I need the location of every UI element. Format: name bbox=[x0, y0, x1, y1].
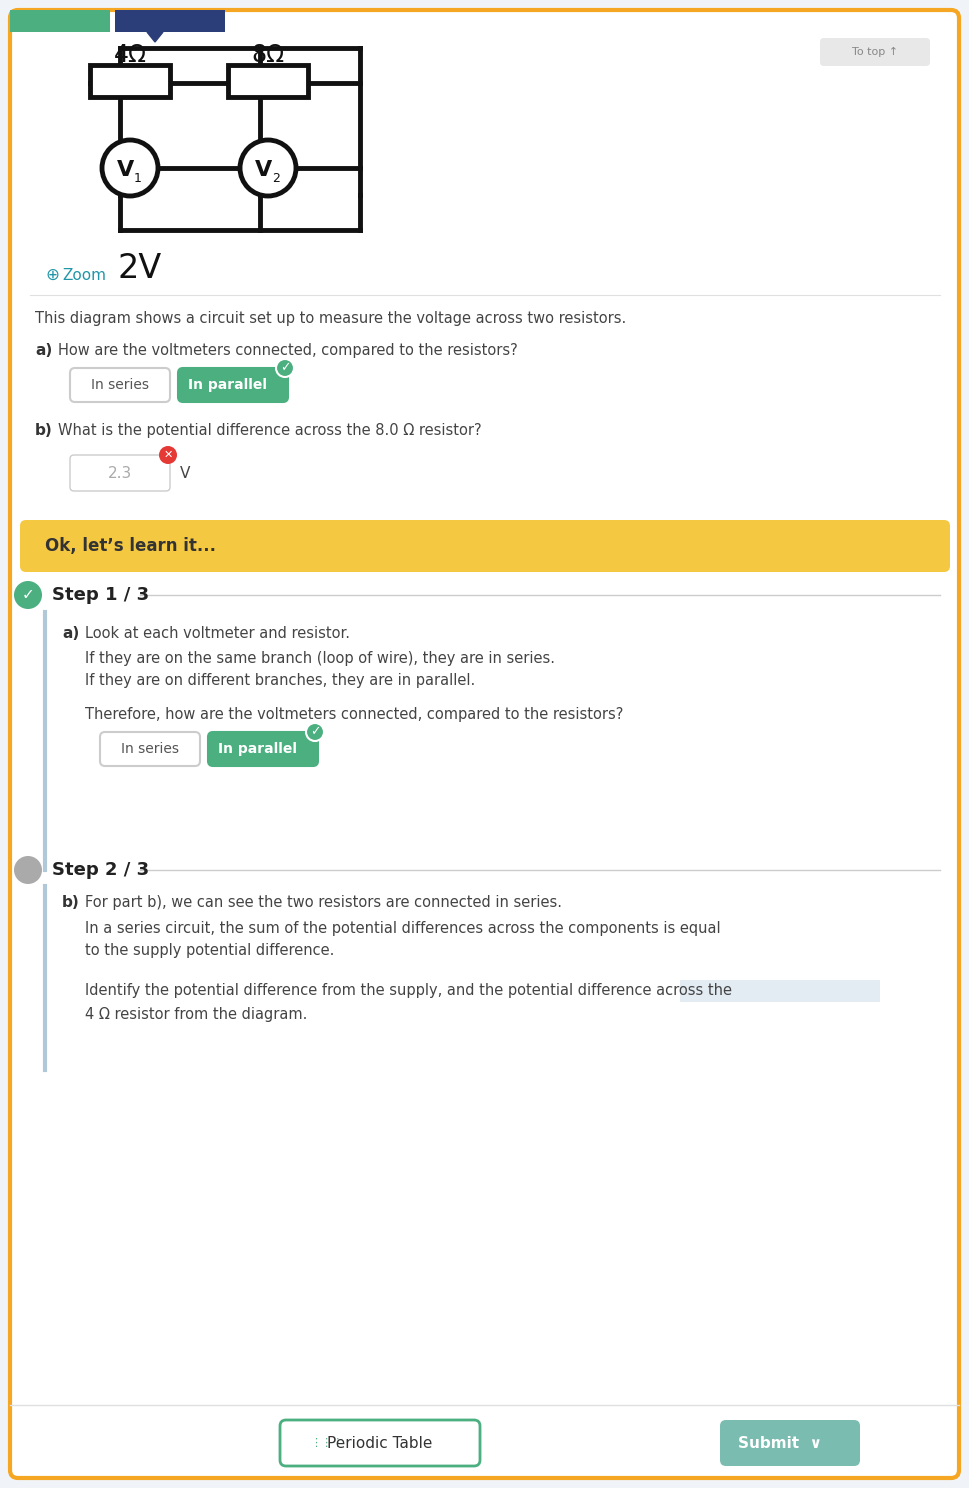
Text: Step 2 / 3: Step 2 / 3 bbox=[52, 862, 149, 879]
FancyBboxPatch shape bbox=[820, 39, 930, 65]
Text: In series: In series bbox=[121, 743, 179, 756]
Text: 4Ω: 4Ω bbox=[113, 43, 146, 67]
Text: 1: 1 bbox=[134, 171, 141, 185]
Text: To top ↑: To top ↑ bbox=[852, 48, 898, 57]
FancyBboxPatch shape bbox=[10, 10, 110, 33]
Text: Look at each voltmeter and resistor.: Look at each voltmeter and resistor. bbox=[85, 625, 350, 640]
Polygon shape bbox=[147, 33, 163, 42]
Text: 2.3: 2.3 bbox=[108, 466, 132, 481]
FancyBboxPatch shape bbox=[70, 455, 170, 491]
Text: a): a) bbox=[35, 342, 52, 357]
Circle shape bbox=[14, 856, 42, 884]
Text: If they are on different branches, they are in parallel.: If they are on different branches, they … bbox=[85, 673, 475, 687]
Text: This diagram shows a circuit set up to measure the voltage across two resistors.: This diagram shows a circuit set up to m… bbox=[35, 311, 626, 326]
FancyBboxPatch shape bbox=[228, 65, 308, 97]
Text: to the supply potential difference.: to the supply potential difference. bbox=[85, 942, 334, 957]
Text: 4 Ω resistor from the diagram.: 4 Ω resistor from the diagram. bbox=[85, 1006, 307, 1021]
Text: 2V: 2V bbox=[118, 251, 162, 286]
FancyBboxPatch shape bbox=[680, 981, 880, 1001]
Text: ✕: ✕ bbox=[164, 449, 172, 460]
FancyBboxPatch shape bbox=[720, 1420, 860, 1466]
Text: ⊕: ⊕ bbox=[45, 266, 59, 284]
Text: In parallel: In parallel bbox=[218, 743, 297, 756]
Text: In parallel: In parallel bbox=[189, 378, 267, 391]
Circle shape bbox=[159, 446, 177, 464]
FancyBboxPatch shape bbox=[100, 732, 200, 766]
Circle shape bbox=[306, 723, 324, 741]
FancyBboxPatch shape bbox=[10, 10, 959, 1478]
Text: ⋮⋮⋮: ⋮⋮⋮ bbox=[310, 1437, 343, 1448]
FancyBboxPatch shape bbox=[115, 10, 225, 33]
Text: b): b) bbox=[62, 894, 79, 909]
Text: Zoom: Zoom bbox=[62, 268, 106, 283]
Text: 2: 2 bbox=[272, 171, 280, 185]
Text: In series: In series bbox=[91, 378, 149, 391]
FancyBboxPatch shape bbox=[208, 732, 318, 766]
Text: ✓: ✓ bbox=[310, 726, 320, 738]
Text: If they are on the same branch (loop of wire), they are in series.: If they are on the same branch (loop of … bbox=[85, 650, 555, 665]
Text: ✓: ✓ bbox=[21, 588, 34, 603]
Circle shape bbox=[276, 359, 294, 376]
Text: b): b) bbox=[35, 423, 52, 437]
Text: Step 1 / 3: Step 1 / 3 bbox=[52, 586, 149, 604]
Text: ✓: ✓ bbox=[280, 362, 291, 375]
FancyBboxPatch shape bbox=[70, 368, 170, 402]
FancyBboxPatch shape bbox=[20, 519, 950, 571]
Text: Identify the potential difference from the supply, and the potential difference : Identify the potential difference from t… bbox=[85, 982, 732, 997]
Text: In a series circuit, the sum of the potential differences across the components : In a series circuit, the sum of the pote… bbox=[85, 921, 721, 936]
Text: What is the potential difference across the 8.0 Ω resistor?: What is the potential difference across … bbox=[58, 423, 482, 437]
Text: Ok, let’s learn it...: Ok, let’s learn it... bbox=[45, 537, 216, 555]
Text: Periodic Table: Periodic Table bbox=[328, 1436, 433, 1451]
FancyBboxPatch shape bbox=[90, 65, 170, 97]
Circle shape bbox=[102, 140, 158, 196]
Text: Therefore, how are the voltmeters connected, compared to the resistors?: Therefore, how are the voltmeters connec… bbox=[85, 707, 623, 722]
Text: Submit  ∨: Submit ∨ bbox=[738, 1436, 822, 1451]
FancyBboxPatch shape bbox=[178, 368, 288, 402]
Text: How are the voltmeters connected, compared to the resistors?: How are the voltmeters connected, compar… bbox=[58, 342, 517, 357]
Circle shape bbox=[240, 140, 296, 196]
Text: V: V bbox=[256, 161, 272, 180]
Text: For part b), we can see the two resistors are connected in series.: For part b), we can see the two resistor… bbox=[85, 894, 562, 909]
Text: a): a) bbox=[62, 625, 79, 640]
Circle shape bbox=[14, 580, 42, 609]
Text: V: V bbox=[117, 161, 135, 180]
FancyBboxPatch shape bbox=[280, 1420, 480, 1466]
Text: V: V bbox=[180, 466, 190, 481]
Text: 8Ω: 8Ω bbox=[251, 43, 285, 67]
